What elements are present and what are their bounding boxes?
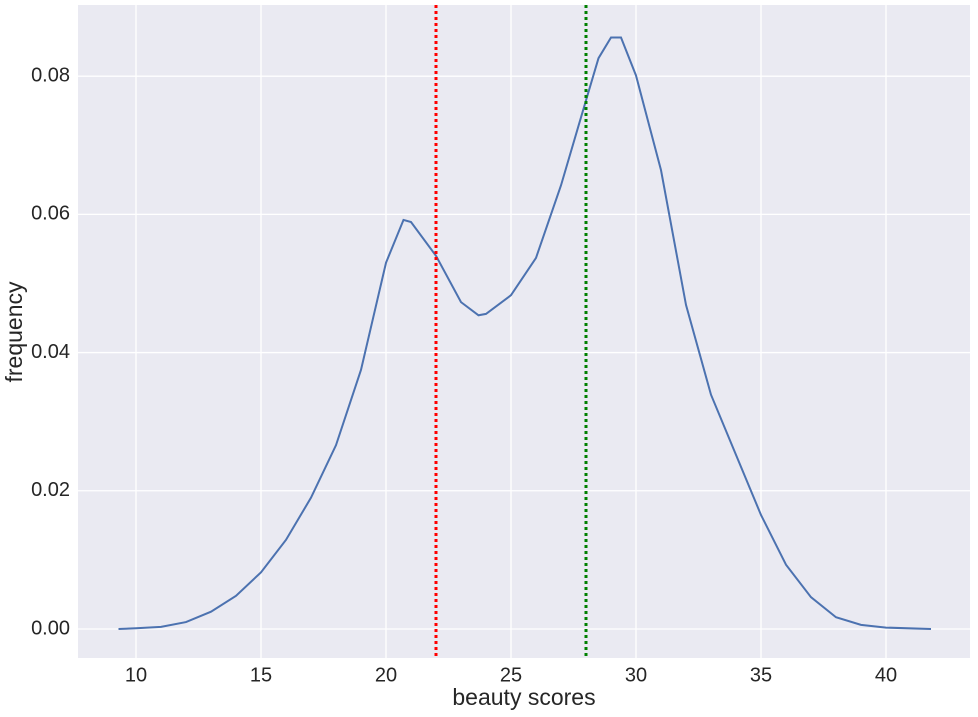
y-tick-label: 0.08 <box>31 64 70 86</box>
y-tick-label: 0.04 <box>31 341 70 363</box>
x-tick-label: 35 <box>750 664 772 686</box>
x-tick-label: 30 <box>625 664 647 686</box>
y-tick-label: 0.02 <box>31 479 70 501</box>
x-tick-label: 40 <box>875 664 897 686</box>
plot-area <box>78 5 970 658</box>
y-axis-label: frequency <box>1 281 27 383</box>
x-tick-label: 15 <box>250 664 272 686</box>
x-axis-label: beauty scores <box>452 684 595 710</box>
y-tick-label: 0.06 <box>31 203 70 225</box>
x-tick-label: 25 <box>500 664 522 686</box>
x-tick-label: 20 <box>375 664 397 686</box>
x-tick-label: 10 <box>125 664 147 686</box>
y-tick-label: 0.00 <box>31 617 70 639</box>
kde-line <box>118 36 932 630</box>
